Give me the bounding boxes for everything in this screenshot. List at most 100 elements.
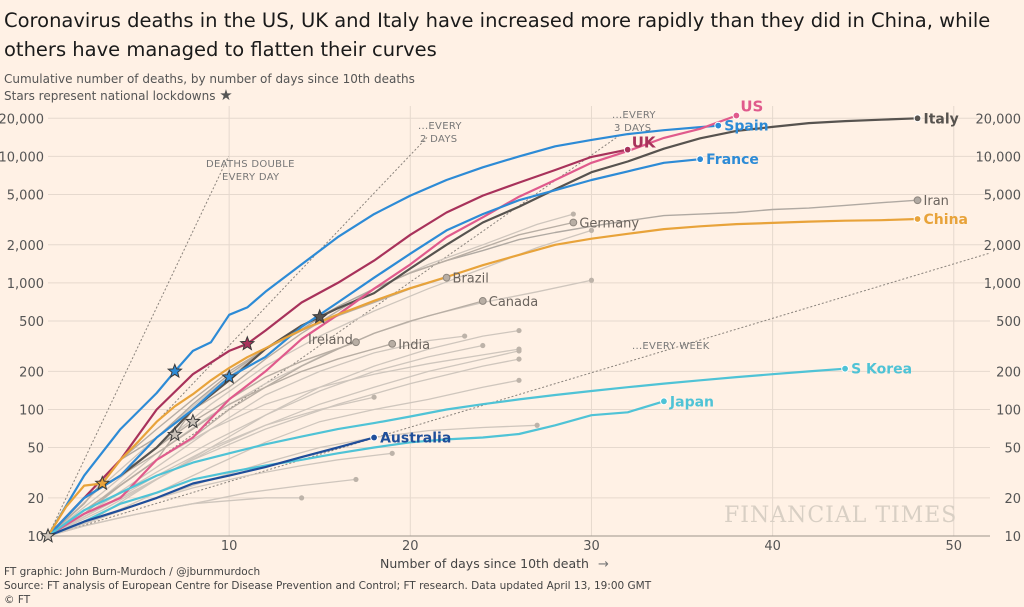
lockdown-star-spain [166, 363, 183, 379]
chart-subtitle: Cumulative number of deaths, by number o… [4, 72, 415, 86]
y-tick-label-right: 20 [1004, 492, 1021, 507]
grey-country-end-dot [588, 277, 595, 283]
series-end-dot-australia [370, 433, 378, 442]
grey-country-end-dot [516, 356, 522, 362]
series-line-china [47, 217, 918, 537]
y-tick-label-right: 20,000 [976, 112, 1022, 127]
lockdown-star-ireland [184, 413, 201, 429]
y-tick-label-right: 1,000 [984, 277, 1021, 292]
doubling-reference-label: ...EVERY [612, 110, 656, 121]
series-label-italy: Italy [924, 111, 959, 127]
grey-country-end-dot [371, 394, 377, 400]
grey-country-end-dot [389, 450, 395, 456]
y-tick-label-right: 10,000 [976, 150, 1022, 165]
x-tick-label: 40 [764, 539, 781, 554]
footer-copyright: © FT [4, 594, 31, 606]
lockdown-legend: Stars represent national lockdowns ★ [4, 87, 233, 104]
series-line-us [47, 114, 737, 537]
series-label-spain: Spain [724, 119, 768, 135]
grey-country-line [47, 335, 465, 537]
series-label-canada: Canada [489, 295, 538, 310]
series-end-dot-france [696, 155, 705, 164]
doubling-reference-label: EVERY DAY [222, 172, 280, 183]
y-tick-label-left: 20,000 [0, 112, 44, 127]
grey-country-end-dot [570, 211, 576, 217]
footer-credit: FT graphic: John Burn-Murdoch / @jburnmu… [4, 566, 261, 578]
doubling-reference-label: 2 DAYS [420, 134, 457, 145]
series-line-australia [47, 436, 375, 538]
series-line-italy [47, 117, 918, 537]
y-tick-label-left: 10,000 [0, 150, 44, 165]
x-axis-arrow: → [598, 557, 609, 572]
y-tick-label-left: 500 [19, 315, 44, 330]
y-tick-label-left: 10 [27, 530, 44, 545]
series-end-dot-india [388, 339, 397, 348]
grey-country-end-dot [516, 327, 522, 334]
lockdown-star-france [221, 368, 238, 384]
grey-country-end-dot [516, 346, 522, 352]
grey-country-line [47, 350, 520, 537]
grey-country-end-dot [516, 377, 522, 383]
lockdown-star-germany [166, 426, 183, 442]
series-label-ireland: Ireland [308, 333, 353, 348]
series-end-dot-germany [569, 218, 578, 227]
series-label-france: France [706, 152, 759, 168]
grey-country-end-dot [534, 422, 540, 428]
series-end-dot-uk [623, 145, 632, 154]
y-tick-label-right: 200 [996, 365, 1021, 380]
x-tick-label: 20 [402, 539, 419, 554]
doubling-reference-label: ...EVERY WEEK [632, 341, 710, 352]
series-line-s-korea [47, 367, 846, 537]
series-label-us: US [740, 98, 763, 116]
series-label-india: India [398, 338, 430, 353]
x-tick-label: 30 [583, 539, 600, 554]
x-tick-label: 50 [945, 539, 962, 554]
lockdown-star-origin [39, 527, 57, 543]
chart-title: Coronavirus deaths in the US, UK and Ita… [4, 9, 991, 61]
star-icon: ★ [219, 86, 233, 104]
series-end-dot-ireland [352, 338, 360, 347]
grey-country-end-dot [353, 476, 359, 483]
y-tick-label-right: 2,000 [984, 239, 1021, 254]
grey-country-line [47, 229, 592, 537]
series-end-dot-iran [913, 196, 922, 205]
series-label-uk: UK [632, 134, 657, 152]
y-tick-label-left: 100 [19, 403, 44, 418]
y-tick-label-right: 50 [1004, 442, 1021, 457]
series-line-uk [47, 148, 628, 537]
y-tick-label-right: 10 [1004, 530, 1021, 545]
series-line-spain [47, 124, 719, 537]
series-end-dot-china [913, 215, 922, 223]
series-end-dot-canada [478, 297, 487, 305]
doubling-reference-label: ...EVERY [418, 121, 462, 132]
y-tick-label-right: 500 [996, 315, 1021, 330]
grey-country-end-dot [462, 333, 468, 339]
series-label-germany: Germany [579, 217, 639, 232]
series-label-china: China [924, 212, 968, 228]
y-tick-label-left: 1,000 [7, 277, 44, 292]
ft-watermark: FINANCIAL TIMES [724, 503, 958, 528]
series-line-iran [47, 199, 918, 537]
y-tick-label-left: 5,000 [7, 188, 44, 203]
series-label-iran: Iran [924, 194, 949, 209]
grey-country-end-dot [588, 227, 595, 233]
series-end-dot-us [732, 111, 741, 120]
series-line-japan [47, 400, 665, 538]
series-end-dot-brazil [442, 273, 451, 282]
y-tick-label-left: 200 [19, 365, 44, 380]
series-end-dot-spain [714, 121, 723, 130]
lockdown-star-uk [239, 335, 256, 351]
series-end-dot-japan [660, 397, 668, 406]
lockdown-star-italy [311, 308, 328, 324]
grey-country-end-dot [299, 495, 305, 501]
footer-source: Source: FT analysis of European Centre f… [4, 580, 652, 592]
doubling-reference-label: 3 DAYS [614, 123, 651, 134]
y-tick-label-left: 50 [27, 442, 44, 457]
y-tick-label-right: 100 [996, 403, 1021, 418]
series-label-japan: Japan [669, 394, 714, 410]
grey-country-line [47, 329, 520, 537]
y-tick-label-left: 2,000 [7, 239, 44, 254]
series-end-dot-italy [913, 114, 922, 123]
series-line-france [47, 158, 701, 537]
